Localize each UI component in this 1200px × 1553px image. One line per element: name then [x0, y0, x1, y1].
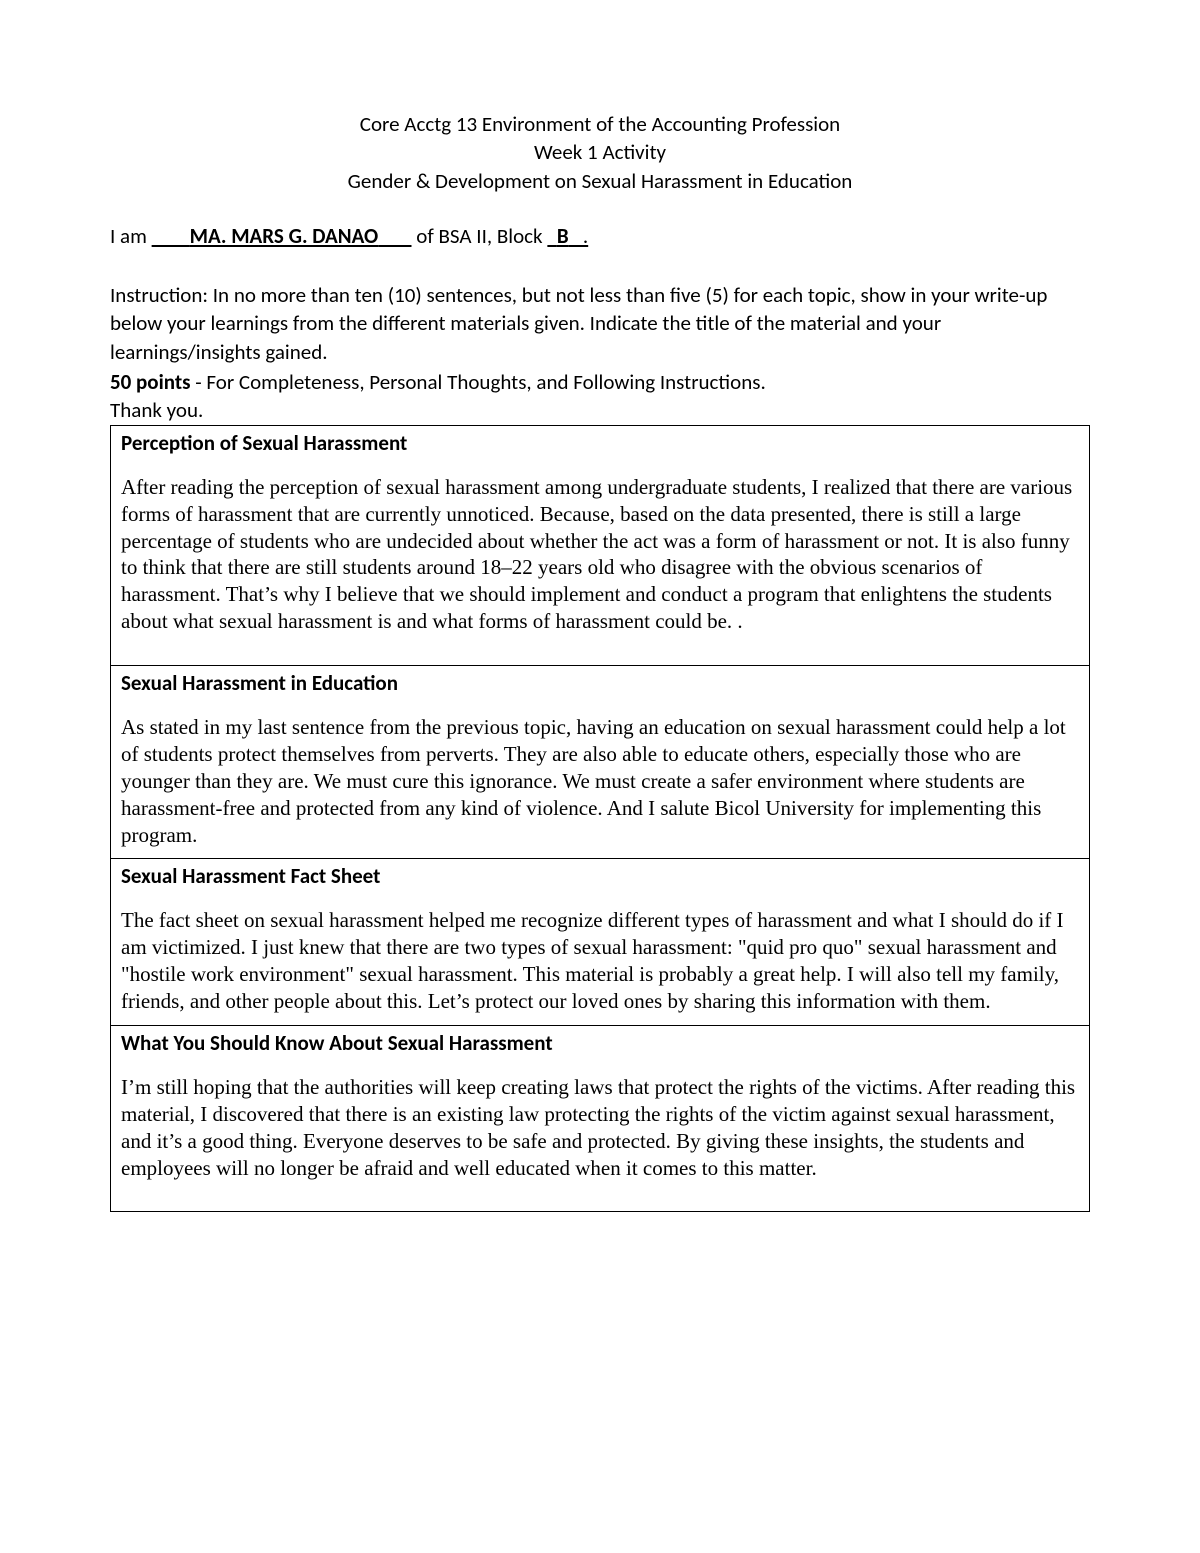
document-header: Core Acctg 13 Environment of the Account… — [110, 110, 1090, 195]
points-rest: - For Completeness, Personal Thoughts, a… — [190, 369, 765, 395]
table-row: What You Should Know About Sexual Harass… — [111, 1025, 1090, 1212]
section-body: I’m still hoping that the authorities wi… — [121, 1074, 1079, 1182]
section-body: As stated in my last sentence from the p… — [121, 714, 1079, 848]
table-row: Sexual Harassment Fact Sheet The fact sh… — [111, 859, 1090, 1026]
section-title: What You Should Know About Sexual Harass… — [121, 1030, 1079, 1056]
section-body: After reading the perception of sexual h… — [121, 474, 1079, 635]
identity-name: MA. MARS G. DANAO — [190, 223, 379, 249]
identity-blank-trail — [378, 223, 411, 249]
identity-block: B — [557, 223, 569, 249]
section-body: The fact sheet on sexual harassment help… — [121, 907, 1079, 1015]
section-cell-1: Perception of Sexual Harassment After re… — [111, 425, 1090, 665]
section-title: Sexual Harassment Fact Sheet — [121, 863, 1079, 889]
identity-mid: of BSA II, Block — [412, 223, 548, 249]
table-row: Perception of Sexual Harassment After re… — [111, 425, 1090, 665]
header-line-3: Gender & Development on Sexual Harassmen… — [110, 167, 1090, 195]
points-bold: 50 points — [110, 369, 190, 395]
points-line: 50 points - For Completeness, Personal T… — [110, 368, 1090, 396]
header-line-2: Week 1 Activity — [110, 138, 1090, 166]
instruction-text: Instruction: In no more than ten (10) se… — [110, 281, 1090, 366]
section-title: Perception of Sexual Harassment — [121, 430, 1079, 456]
header-line-1: Core Acctg 13 Environment of the Account… — [110, 110, 1090, 138]
identity-blank-lead — [152, 223, 190, 249]
identity-line: I am MA. MARS G. DANAO of BSA II, Block … — [110, 223, 1090, 249]
table-row: Sexual Harassment in Education As stated… — [111, 666, 1090, 859]
identity-block-trail: . — [569, 223, 589, 249]
section-cell-2: Sexual Harassment in Education As stated… — [111, 666, 1090, 859]
spacer — [121, 635, 1079, 655]
identity-prefix: I am — [110, 223, 152, 249]
spacer — [121, 1181, 1079, 1201]
section-title: Sexual Harassment in Education — [121, 670, 1079, 696]
sections-table: Perception of Sexual Harassment After re… — [110, 425, 1090, 1213]
identity-block-lead — [547, 223, 557, 249]
thank-you-line: Thank you. — [110, 396, 1090, 424]
section-cell-3: Sexual Harassment Fact Sheet The fact sh… — [111, 859, 1090, 1026]
section-cell-4: What You Should Know About Sexual Harass… — [111, 1025, 1090, 1212]
